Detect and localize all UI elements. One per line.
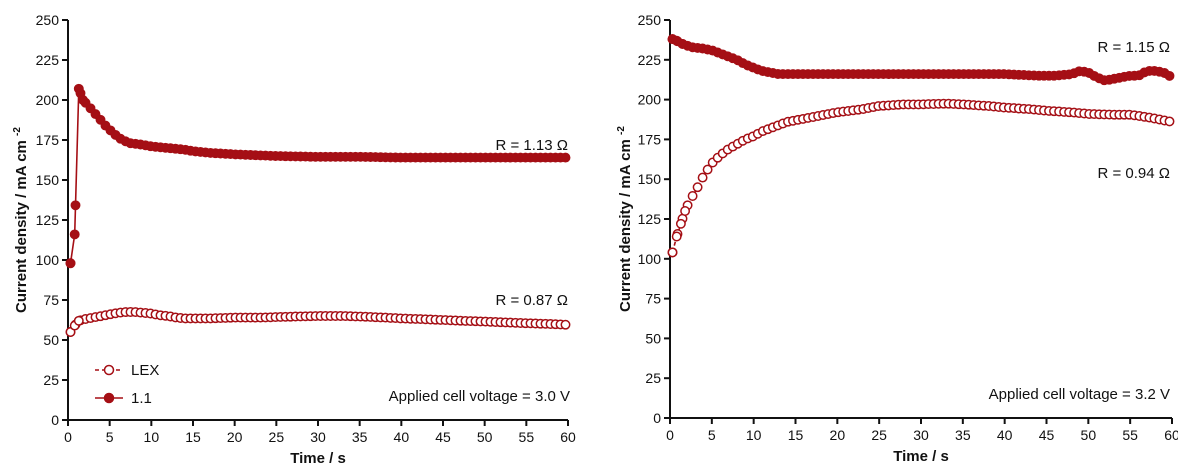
x-tick-label: 40 [394,429,410,445]
x-tick-label: 15 [788,427,804,443]
y-tick-label: 75 [43,292,59,308]
y-tick-label: 175 [638,131,662,147]
x-tick-label: 55 [1122,427,1138,443]
data-point [69,229,80,240]
y-tick-label: 100 [638,251,662,267]
x-tick-label: 10 [746,427,762,443]
x-tick-label: 60 [1164,427,1178,443]
y-tick-label: 0 [51,412,59,428]
x-tick-label: 20 [227,429,243,445]
x-tick-label: 50 [1081,427,1097,443]
y-tick-label: 50 [43,332,59,348]
y-tick-label: 25 [43,372,59,388]
y-tick-label: 150 [36,172,60,188]
y-tick-label: 50 [645,330,661,346]
y-tick-label: 75 [645,291,661,307]
x-tick-label: 5 [106,429,114,445]
y-tick-label: 125 [36,212,60,228]
y-tick-label: 175 [36,132,60,148]
annotation: Applied cell voltage = 3.2 V [989,386,1170,403]
data-point [692,182,703,193]
data-point [671,231,682,242]
data-point [687,191,698,201]
x-tick-label: 0 [64,429,72,445]
annotation: R = 1.15 Ω [1097,39,1170,56]
x-tick-label: 35 [352,429,368,445]
y-axis-title: Current density / mA cm -2 [12,127,30,313]
chart-left: 0 25 50 75 100 125 150 175 200 225 250 0 5 10 15 20 25 30… [12,12,576,467]
y-tick-label: 125 [638,211,662,227]
x-tick-label: 15 [185,429,201,445]
legend-label: LEX [131,362,159,379]
y-axis-title: Current density / mA cm -2 [616,126,634,312]
x-tick-label: 40 [997,427,1013,443]
x-tick-label: 20 [830,427,846,443]
x-tick-label: 55 [519,429,535,445]
y-tick-label: 25 [645,370,661,386]
data-point [697,172,708,183]
legend-label: 1.1 [131,390,152,407]
series-line [69,88,568,264]
y-tick-label: 225 [638,52,662,68]
legend: LEX 1.1 [95,362,159,407]
x-tick-label: 25 [269,429,285,445]
chart-right: 0 25 50 75 100 125 150 175 200 225 250 0 5 10 15 20 25 30… [616,12,1178,465]
legend-marker [103,364,115,376]
data-point [1164,116,1175,127]
data-point [675,218,686,229]
data-point [70,200,81,211]
data-point [667,247,678,258]
annotation: Applied cell voltage = 3.0 V [389,388,570,405]
y-tick-label: 200 [36,92,60,108]
x-tick-label: 10 [144,429,160,445]
y-tick-label: 200 [638,92,662,108]
y-tick-label: 225 [36,52,60,68]
y-axis-title-superscript: -2 [12,127,23,136]
annotation: R = 0.87 Ω [495,292,568,309]
data-point [73,315,84,326]
x-tick-label: 60 [560,429,576,445]
y-tick-label: 250 [638,12,662,28]
x-tick-label: 5 [708,427,716,443]
legend-marker [103,392,115,404]
data-point [680,206,691,216]
x-tick-label: 0 [666,427,674,443]
x-axis-title: Time / s [290,450,346,467]
x-tick-label: 25 [871,427,887,443]
data-point [702,164,713,175]
y-tick-label: 100 [36,252,60,268]
annotation: R = 0.94 Ω [1097,165,1170,182]
x-tick-label: 30 [310,429,326,445]
x-tick-label: 35 [955,427,971,443]
y-tick-label: 250 [36,12,60,28]
x-tick-label: 30 [913,427,929,443]
y-axis-title-superscript: -2 [616,126,627,135]
y-tick-label: 150 [638,171,662,187]
x-axis-title: Time / s [893,448,949,465]
x-tick-label: 50 [477,429,493,445]
data-point [560,319,571,330]
data-point [78,95,88,105]
data-point [677,38,688,49]
annotation: R = 1.13 Ω [495,137,568,154]
data-point [65,258,76,269]
x-tick-label: 45 [1039,427,1055,443]
x-tick-label: 45 [435,429,451,445]
y-tick-label: 0 [653,410,661,426]
data-point [1164,70,1175,81]
data-point [73,83,84,94]
data-point [560,152,571,163]
